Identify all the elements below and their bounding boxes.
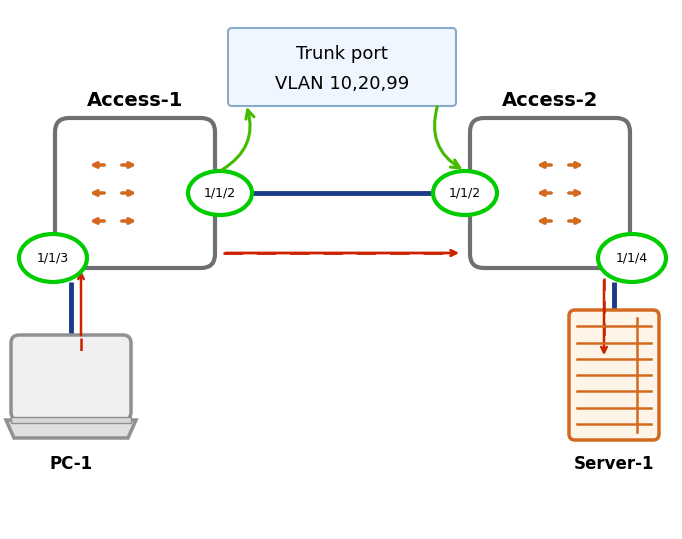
Text: 1/1/2: 1/1/2 bbox=[204, 186, 236, 199]
Text: Access-2: Access-2 bbox=[502, 91, 598, 110]
Text: PC-1: PC-1 bbox=[49, 455, 93, 473]
Text: Server-1: Server-1 bbox=[574, 455, 654, 473]
Ellipse shape bbox=[188, 171, 252, 215]
Text: Trunk port: Trunk port bbox=[296, 45, 388, 63]
Text: 1/1/3: 1/1/3 bbox=[37, 252, 69, 265]
Ellipse shape bbox=[433, 171, 497, 215]
FancyBboxPatch shape bbox=[11, 335, 131, 420]
FancyBboxPatch shape bbox=[470, 118, 630, 268]
FancyBboxPatch shape bbox=[55, 118, 215, 268]
Text: Access-1: Access-1 bbox=[87, 91, 183, 110]
Polygon shape bbox=[6, 420, 136, 438]
Ellipse shape bbox=[19, 234, 87, 282]
FancyBboxPatch shape bbox=[228, 28, 456, 106]
FancyBboxPatch shape bbox=[569, 310, 659, 440]
Ellipse shape bbox=[598, 234, 666, 282]
FancyArrowPatch shape bbox=[434, 107, 460, 168]
Text: 1/1/2: 1/1/2 bbox=[449, 186, 481, 199]
Bar bbox=[11, 417, 131, 423]
Text: 1/1/4: 1/1/4 bbox=[616, 252, 648, 265]
Text: VLAN 10,20,99: VLAN 10,20,99 bbox=[275, 75, 409, 93]
FancyArrowPatch shape bbox=[222, 110, 254, 170]
